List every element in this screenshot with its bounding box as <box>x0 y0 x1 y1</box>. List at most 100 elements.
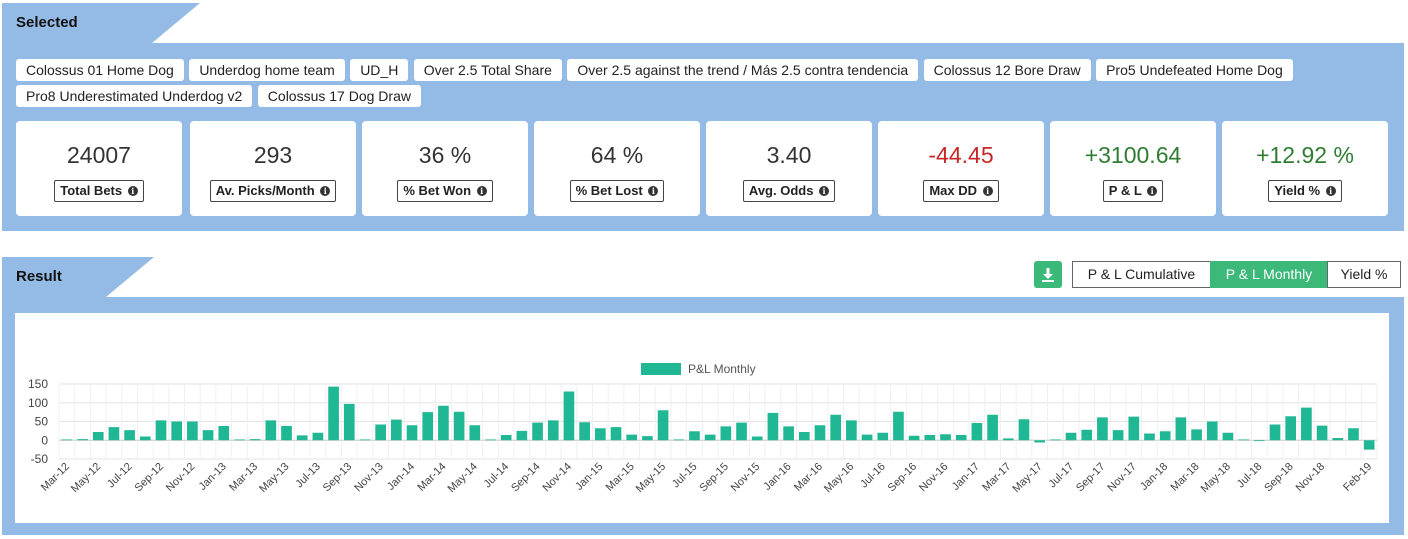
y-tick-label: 50 <box>35 415 49 429</box>
stat-card-avg-odds: 3.40 Avg. Odds i <box>706 121 872 216</box>
stat-label: Av. Picks/Month <box>215 183 315 198</box>
bar-Sep-17 <box>1097 417 1108 441</box>
bar-Sep-12 <box>155 420 167 441</box>
stat-card-total-bets: 24007 Total Bets i <box>16 121 182 216</box>
info-icon[interactable]: i <box>1325 186 1336 196</box>
bar-Feb-16 <box>798 432 810 441</box>
legend-label: P&L Monthly <box>688 362 756 376</box>
toggle-pl-cumulative[interactable]: P & L Cumulative <box>1072 261 1211 288</box>
info-icon[interactable]: i <box>648 186 659 196</box>
bar-Jun-17 <box>1050 439 1061 441</box>
x-tick-label: May-18 <box>1199 461 1233 495</box>
stat-card-max-dd: -44.45 Max DD i <box>878 121 1044 216</box>
strategy-chip[interactable]: Pro5 Undefeated Home Dog <box>1096 59 1293 81</box>
stat-label-box[interactable]: % Bet Won i <box>397 180 493 202</box>
bar-Jan-15 <box>594 428 606 441</box>
bar-Mar-13 <box>249 439 261 441</box>
bar-Dec-17 <box>1144 433 1155 441</box>
strategy-chip[interactable]: Pro8 Underestimated Underdog v2 <box>16 85 253 107</box>
info-icon[interactable]: i <box>127 186 138 196</box>
stat-value: 64 % <box>590 142 644 168</box>
x-tick-label: Nov-13 <box>352 461 386 495</box>
x-tick-label: Mar-16 <box>792 461 825 494</box>
x-tick-label: Jul-13 <box>293 461 323 491</box>
bar-Nov-13 <box>375 424 386 441</box>
info-icon[interactable]: i <box>1147 186 1158 196</box>
bar-Jul-17 <box>1065 432 1077 441</box>
x-tick-label: Nov-17 <box>1105 461 1139 495</box>
bar-Jun-14 <box>485 439 496 441</box>
bar-Oct-16 <box>924 435 936 441</box>
x-tick-label: Mar-13 <box>227 461 260 494</box>
x-tick-label: Sep-14 <box>509 461 543 495</box>
bar-Feb-17 <box>987 414 998 441</box>
stat-value: 36 % <box>418 142 472 168</box>
x-tick-label: Sep-15 <box>697 461 731 495</box>
stat-label: Total Bets <box>60 183 123 198</box>
bar-Oct-14 <box>547 420 559 441</box>
x-tick-label: Sep-12 <box>133 461 167 495</box>
info-icon[interactable]: i <box>476 186 487 196</box>
stat-value: -44.45 <box>928 142 994 168</box>
stat-label-box[interactable]: Avg. Odds i <box>742 180 836 202</box>
bar-Apr-13 <box>265 420 277 441</box>
bar-Nov-18 <box>1316 425 1328 441</box>
bar-Dec-15 <box>767 412 779 441</box>
stat-label-box[interactable]: Total Bets i <box>54 180 144 202</box>
x-tick-label: Feb-19 <box>1341 461 1374 494</box>
info-icon[interactable]: i <box>819 186 830 196</box>
x-tick-label: Jul-12 <box>105 461 135 491</box>
stat-label-box[interactable]: Yield % i <box>1268 180 1342 202</box>
stat-label-box[interactable]: Max DD i <box>923 180 999 202</box>
bar-May-16 <box>846 420 857 441</box>
bar-Nov-14 <box>563 391 575 441</box>
y-tick-label: 150 <box>28 377 48 391</box>
bar-Apr-15 <box>642 436 653 441</box>
strategy-chip[interactable]: Colossus 01 Home Dog <box>16 59 184 81</box>
stat-label: P & L <box>1108 183 1142 198</box>
bar-May-17 <box>1034 440 1045 443</box>
stat-card-bet-won: 36 % % Bet Won i <box>362 121 528 216</box>
bar-Feb-18 <box>1175 417 1187 441</box>
bar-Nov-12 <box>187 421 198 441</box>
x-tick-label: Nov-15 <box>729 461 763 495</box>
x-tick-label: Mar-14 <box>415 461 448 494</box>
bar-Oct-12 <box>171 421 183 441</box>
bar-Jun-18 <box>1238 439 1249 441</box>
bar-Sep-13 <box>343 403 355 441</box>
x-tick-label: Nov-12 <box>164 461 198 495</box>
bar-Dec-14 <box>579 422 590 441</box>
info-icon[interactable]: i <box>982 186 993 196</box>
x-tick-label: Sep-16 <box>886 461 920 495</box>
download-button[interactable] <box>1034 261 1062 288</box>
bar-May-12 <box>92 432 104 441</box>
bar-Sep-14 <box>532 422 543 441</box>
strategy-chip[interactable]: Over 2.5 Total Share <box>413 59 562 81</box>
strategy-chip[interactable]: Colossus 12 Bore Draw <box>923 59 1091 81</box>
toggle-yield[interactable]: Yield % <box>1327 261 1401 288</box>
toggle-pl-monthly[interactable]: P & L Monthly <box>1210 261 1328 288</box>
stat-label: Yield % <box>1274 183 1321 198</box>
bar-Aug-18 <box>1269 424 1281 441</box>
stat-label-box[interactable]: % Bet Lost i <box>569 180 665 202</box>
stat-label-box[interactable]: Av. Picks/Month i <box>209 180 337 202</box>
strategy-chip[interactable]: Underdog home team <box>189 59 345 81</box>
strategy-chip[interactable]: UD_H <box>350 59 409 81</box>
stat-value: 293 <box>253 142 293 168</box>
bar-Jan-17 <box>971 423 983 441</box>
x-tick-label: May-12 <box>69 461 103 495</box>
info-icon[interactable]: i <box>320 186 331 196</box>
bar-Aug-15 <box>704 434 716 441</box>
stat-label-box[interactable]: P & L i <box>1102 180 1164 202</box>
bar-Nov-17 <box>1128 416 1140 441</box>
bar-Mar-14 <box>438 405 449 441</box>
bar-Mar-16 <box>814 425 826 441</box>
x-tick-label: Jul-15 <box>670 461 700 491</box>
bar-Sep-15 <box>720 426 732 441</box>
bar-Feb-15 <box>610 427 622 441</box>
x-tick-label: May-15 <box>634 461 668 495</box>
strategy-chip[interactable]: Colossus 17 Dog Draw <box>257 85 421 107</box>
strategy-chip[interactable]: Over 2.5 against the trend / Más 2.5 con… <box>567 59 919 81</box>
x-tick-label: Sep-18 <box>1262 461 1296 495</box>
